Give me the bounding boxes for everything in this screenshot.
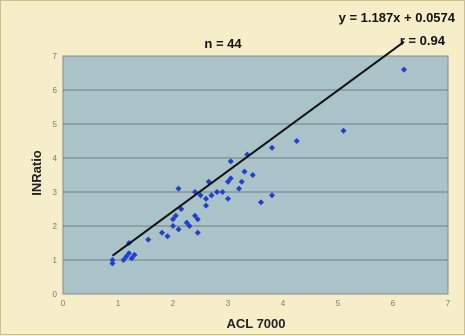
data-point — [225, 195, 231, 202]
data-point — [208, 192, 215, 199]
data-point — [194, 216, 201, 223]
data-point — [145, 236, 152, 243]
data-point — [258, 199, 264, 206]
data-point — [227, 175, 234, 182]
x-tick-label-0: 0 — [61, 299, 66, 308]
x-axis-ticks: 0 1 2 3 4 5 6 7 — [61, 299, 451, 308]
data-point — [159, 229, 165, 236]
regression-equation: y = 1.187x + 0.0574 — [339, 10, 456, 25]
data-point — [170, 216, 176, 223]
data-point — [175, 185, 182, 192]
correlation-label: r = 0.94 — [400, 33, 446, 48]
y-tick-label-7: 7 — [53, 52, 58, 61]
y-axis-title: INRatio — [29, 150, 44, 196]
x-tick-label-3: 3 — [226, 299, 231, 308]
y-tick-label-2: 2 — [53, 222, 58, 231]
data-point — [227, 158, 234, 165]
data-point — [340, 127, 347, 134]
x-axis-title: ACL 7000 — [226, 316, 285, 331]
y-tick-label-3: 3 — [53, 188, 58, 197]
data-point — [183, 219, 190, 226]
data-point — [186, 223, 193, 229]
data-point — [126, 250, 132, 257]
x-tick-label-4: 4 — [281, 299, 286, 308]
data-point — [109, 260, 116, 267]
data-point — [170, 223, 176, 229]
data-point — [269, 144, 275, 151]
data-point — [269, 192, 275, 199]
data-point — [238, 178, 245, 185]
data-point — [172, 212, 179, 219]
data-point — [203, 202, 209, 209]
data-point — [219, 189, 226, 195]
x-tick-label-2: 2 — [171, 299, 176, 308]
data-point — [225, 178, 231, 185]
x-tick-label-6: 6 — [391, 299, 396, 308]
data-point — [175, 226, 182, 233]
data-point — [241, 168, 248, 175]
data-point — [192, 212, 198, 219]
y-tick-label-0: 0 — [53, 290, 58, 299]
data-point — [249, 172, 256, 178]
data-point — [197, 192, 204, 199]
data-point — [236, 185, 242, 192]
x-tick-label-1: 1 — [116, 299, 121, 308]
data-point — [203, 195, 209, 202]
y-tick-label-1: 1 — [53, 256, 58, 265]
y-tick-label-4: 4 — [53, 154, 58, 163]
data-point — [120, 257, 127, 263]
data-point — [194, 229, 201, 236]
data-point — [214, 189, 220, 195]
x-tick-label-7: 7 — [446, 299, 451, 308]
data-point — [401, 66, 407, 73]
y-axis-ticks: 0 1 2 3 4 5 6 7 — [53, 52, 58, 299]
data-point — [123, 253, 130, 260]
data-point — [164, 233, 171, 240]
y-tick-label-5: 5 — [53, 120, 58, 129]
data-point — [109, 257, 116, 263]
trendline — [111, 41, 405, 257]
x-tick-label-5: 5 — [336, 299, 341, 308]
data-point — [293, 138, 300, 144]
data-point — [131, 251, 138, 258]
gridlines — [63, 89, 448, 261]
sample-size-label: n = 44 — [204, 36, 242, 51]
y-tick-label-6: 6 — [53, 86, 58, 95]
data-points — [109, 66, 407, 267]
